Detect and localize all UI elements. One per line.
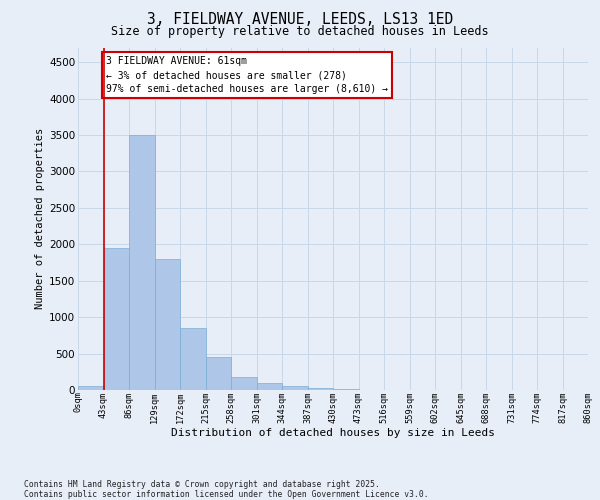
Text: 3, FIELDWAY AVENUE, LEEDS, LS13 1ED: 3, FIELDWAY AVENUE, LEEDS, LS13 1ED xyxy=(147,12,453,26)
Bar xyxy=(180,328,205,390)
X-axis label: Distribution of detached houses by size in Leeds: Distribution of detached houses by size … xyxy=(171,428,495,438)
Text: 3 FIELDWAY AVENUE: 61sqm
← 3% of detached houses are smaller (278)
97% of semi-d: 3 FIELDWAY AVENUE: 61sqm ← 3% of detache… xyxy=(106,56,388,94)
Y-axis label: Number of detached properties: Number of detached properties xyxy=(35,128,45,310)
Bar xyxy=(104,248,129,390)
Bar xyxy=(231,377,257,390)
Bar xyxy=(308,388,333,390)
Bar xyxy=(205,357,231,390)
Text: Contains HM Land Registry data © Crown copyright and database right 2025.
Contai: Contains HM Land Registry data © Crown c… xyxy=(24,480,428,499)
Bar xyxy=(129,135,155,390)
Bar xyxy=(155,259,180,390)
Bar xyxy=(257,382,282,390)
Bar xyxy=(282,386,308,390)
Bar xyxy=(78,386,104,390)
Text: Size of property relative to detached houses in Leeds: Size of property relative to detached ho… xyxy=(111,25,489,38)
